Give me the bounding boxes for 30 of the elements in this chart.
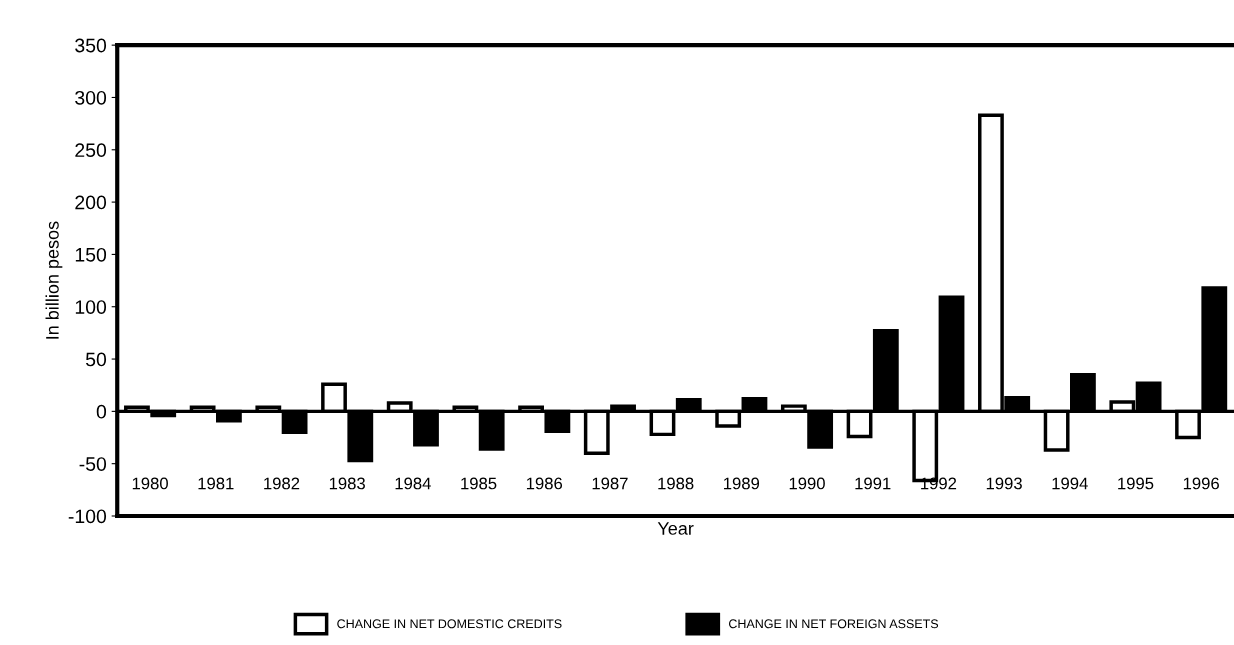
- x-tick-label: 1996: [1183, 477, 1219, 490]
- x-tick-label: 1985: [461, 477, 497, 490]
- x-axis-title: Year: [657, 522, 694, 535]
- y-tick-label: 350: [75, 38, 107, 53]
- x-tick-label: 1995: [1118, 477, 1154, 490]
- x-tick-label: 1991: [855, 477, 891, 490]
- x-tick-label: 1980: [132, 477, 168, 490]
- y-tick-label: -50: [79, 457, 107, 471]
- x-tick-label: 1987: [592, 477, 628, 490]
- y-tick-label: 300: [75, 90, 107, 105]
- y-tick-label: 100: [75, 300, 107, 314]
- x-tick-label: 1982: [264, 477, 300, 490]
- y-tick-label: 200: [75, 195, 107, 210]
- y-tick-label: 150: [75, 247, 107, 262]
- x-tick-label: 1981: [198, 477, 234, 490]
- x-tick-label: 1993: [986, 477, 1022, 490]
- legend-label: CHANGE IN NET FOREIGN ASSETS: [729, 619, 939, 629]
- x-tick-label: 1986: [526, 477, 563, 490]
- y-tick-label: 50: [85, 352, 107, 367]
- y-tick-label: 0: [96, 404, 107, 419]
- x-tick-label: 1990: [789, 477, 825, 490]
- y-tick-label: 250: [75, 143, 107, 158]
- x-tick-label: 1994: [1052, 477, 1088, 490]
- x-tick-label: 1984: [395, 477, 431, 490]
- x-tick-label: 1989: [724, 477, 760, 490]
- y-axis-title: In billion pesos: [45, 221, 63, 339]
- legend-label: CHANGE IN NET DOMESTIC CREDITS: [337, 619, 562, 629]
- x-tick-label: 1983: [329, 477, 365, 490]
- x-tick-label: 1988: [658, 477, 694, 490]
- y-tick-label: -100: [68, 509, 107, 524]
